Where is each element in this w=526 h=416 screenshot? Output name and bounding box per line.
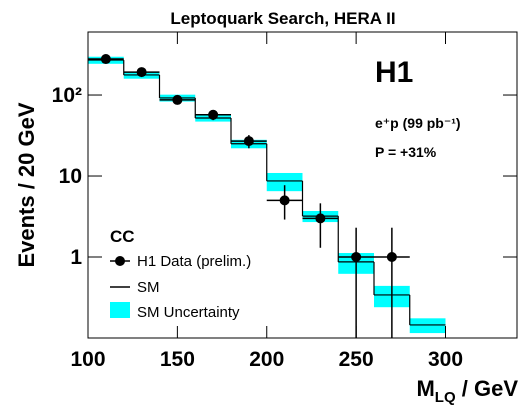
x-tick-label: 200 — [249, 348, 284, 371]
legend-title: CC — [110, 227, 135, 246]
data-point — [279, 195, 290, 206]
x-tick-label: 100 — [70, 348, 105, 371]
chart-title: Leptoquark Search, HERA II — [170, 9, 395, 28]
x-label-main: M — [416, 376, 434, 401]
y-tick-label: 10² — [52, 84, 82, 107]
beam-label: e⁺p (99 pb⁻¹) — [375, 115, 461, 131]
y-axis-label: Events / 20 GeV — [14, 102, 39, 267]
data-point — [351, 252, 362, 263]
uncertainty-band — [266, 172, 303, 192]
x-tick-label: 150 — [160, 348, 195, 371]
legend-key — [115, 256, 125, 266]
legend-label: SM — [137, 279, 160, 296]
legend-label: SM Uncertainty — [137, 304, 240, 321]
uncertainty-band — [409, 318, 446, 334]
x-axis-label: MLQ / GeV — [416, 376, 518, 406]
data-point — [172, 94, 183, 105]
plot-frame — [87, 31, 518, 339]
data-point — [136, 67, 147, 78]
x-tick-label: 250 — [339, 348, 374, 371]
data-point — [243, 136, 254, 147]
legend-label: H1 Data (prelim.) — [137, 253, 251, 270]
x-label-unit: / GeV — [456, 376, 519, 401]
data-point — [315, 213, 326, 224]
data-point — [208, 109, 219, 120]
experiment-label: H1 — [375, 56, 413, 89]
data-point — [100, 54, 111, 65]
legend-key — [110, 302, 130, 318]
polarization-label: P = +31% — [375, 144, 437, 160]
x-tick-label: 300 — [428, 348, 463, 371]
y-tick-label: 10 — [59, 165, 82, 188]
x-label-sub: LQ — [435, 389, 456, 406]
data-point — [386, 252, 397, 263]
y-tick-label: 1 — [70, 246, 82, 269]
